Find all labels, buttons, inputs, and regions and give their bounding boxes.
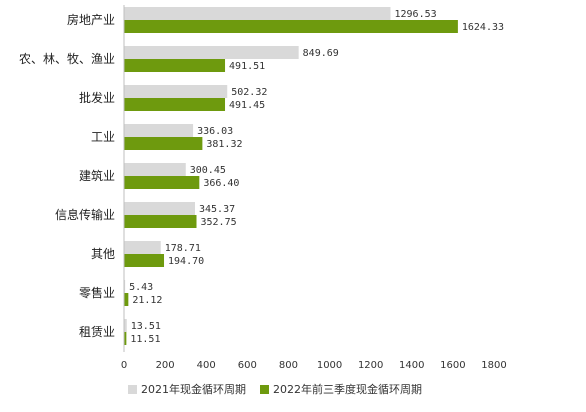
category-label: 房地产业	[67, 12, 115, 27]
data-label-2021: 345.37	[199, 204, 235, 215]
legend-item-2021: 2021年现金循环周期	[128, 381, 246, 397]
data-label-2022: 21.12	[132, 295, 162, 306]
data-label-2022: 11.51	[130, 334, 160, 345]
bar-2021	[124, 319, 127, 332]
x-tick-label: 1800	[481, 360, 506, 371]
bar-2021	[124, 124, 194, 137]
labels-layer: 房地产业 1296.53 1624.33 农、林、牧、渔业 849.69 491.51 批发…	[19, 9, 504, 345]
x-axis-ticks: 0 200 400 600 800 1000 1200 1400 1600 1800	[121, 360, 507, 371]
legend-swatch-2021	[128, 384, 137, 394]
bar-2021	[124, 85, 228, 98]
bar-2021	[124, 46, 299, 59]
bar-2022	[124, 215, 197, 228]
bar-2022	[124, 59, 226, 72]
data-label-2021: 502.32	[231, 87, 267, 98]
x-tick-label: 400	[197, 360, 216, 371]
data-label-2022: 381.32	[206, 139, 242, 150]
data-label-2022: 194.70	[168, 256, 204, 267]
category-label: 信息传输业	[55, 207, 115, 222]
data-label-2021: 849.69	[303, 48, 339, 59]
legend-item-2022: 2022年前三季度现金循环周期	[260, 381, 422, 397]
category-label: 农、林、牧、渔业	[19, 52, 115, 66]
bar-2021	[124, 7, 391, 20]
data-label-2022: 352.75	[201, 217, 237, 228]
data-label-2021: 5.43	[129, 282, 153, 293]
legend-swatch-2022	[260, 384, 269, 394]
data-label-2022: 1624.33	[462, 22, 504, 33]
x-tick-label: 200	[156, 360, 175, 371]
bar-2022	[124, 137, 203, 150]
bar-2022	[124, 98, 226, 111]
bar-2021	[124, 241, 161, 254]
data-label-2022: 491.45	[229, 100, 265, 111]
x-tick-label: 0	[121, 360, 127, 371]
bars-layer	[124, 7, 458, 345]
x-tick-label: 1400	[399, 360, 424, 371]
x-tick-label: 1600	[440, 360, 465, 371]
bar-2022	[124, 20, 458, 33]
category-label: 建筑业	[79, 168, 115, 183]
bar-2021	[124, 280, 126, 293]
x-tick-label: 1200	[358, 360, 383, 371]
legend-label-2022: 2022年前三季度现金循环周期	[273, 383, 422, 396]
bar-2021	[124, 163, 186, 176]
category-label: 其他	[91, 247, 115, 261]
x-tick-label: 1000	[317, 360, 342, 371]
legend-label-2021: 2021年现金循环周期	[141, 383, 246, 396]
bar-2022	[124, 254, 165, 267]
category-label: 租赁业	[79, 325, 115, 339]
bar-2022	[124, 293, 129, 306]
bar-2022	[124, 332, 127, 345]
data-label-2022: 491.51	[229, 61, 265, 72]
x-tick-label: 800	[279, 360, 298, 371]
bar-2021	[124, 202, 195, 215]
category-label: 批发业	[79, 90, 115, 105]
data-label-2022: 366.40	[203, 178, 239, 189]
data-label-2021: 13.51	[131, 321, 161, 332]
data-label-2021: 336.03	[197, 126, 233, 137]
legend: 2021年现金循环周期 2022年前三季度现金循环周期	[128, 380, 422, 398]
category-label: 零售业	[79, 285, 115, 300]
bar-2022	[124, 176, 200, 189]
x-tick-label: 600	[238, 360, 257, 371]
data-label-2021: 1296.53	[395, 9, 437, 20]
category-label: 工业	[91, 130, 115, 144]
data-label-2021: 178.71	[165, 243, 201, 254]
data-label-2021: 300.45	[190, 165, 226, 176]
